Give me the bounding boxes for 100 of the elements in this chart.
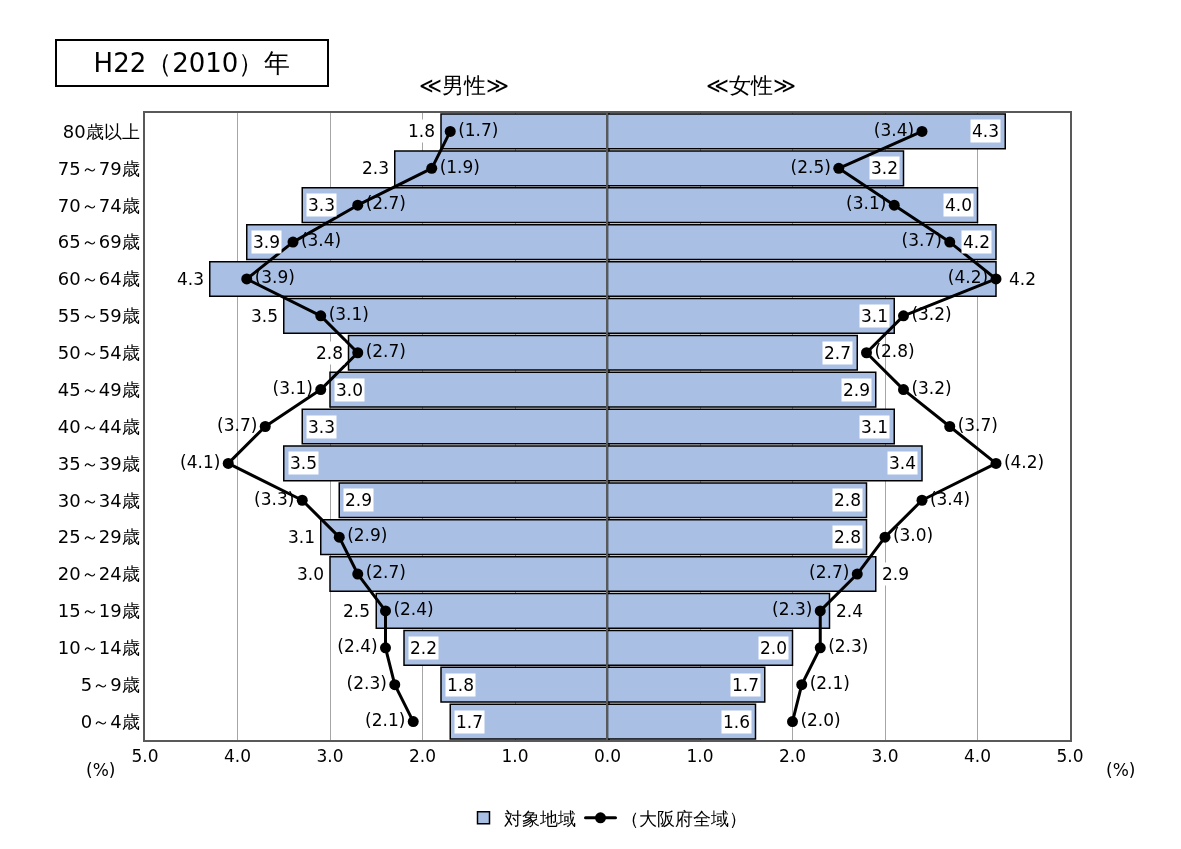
y-tick-label: 80歳以上 xyxy=(62,120,140,142)
point xyxy=(380,605,391,617)
point xyxy=(241,273,253,285)
legend-label: （大阪府全域） xyxy=(620,807,747,829)
data-label: (2.5) xyxy=(790,156,831,177)
data-label: 2.9 xyxy=(843,380,871,400)
data-label: (4.2) xyxy=(947,267,989,288)
data-label: 1.7 xyxy=(732,675,760,695)
data-label: 3.4 xyxy=(889,453,917,473)
data-label: 3.5 xyxy=(251,306,279,326)
data-label: (3.7) xyxy=(217,414,258,435)
x-tick-label: 5.0 xyxy=(1056,746,1084,767)
point xyxy=(333,531,345,543)
y-tick-label: 15～19歳 xyxy=(57,600,140,622)
data-label: (2.7) xyxy=(365,340,406,361)
y-tick-label: 45～49歳 xyxy=(57,378,140,400)
data-label: 4.3 xyxy=(177,269,205,289)
data-label: 3.1 xyxy=(861,417,889,437)
data-label: 1.8 xyxy=(447,675,475,695)
point xyxy=(352,347,364,359)
data-label: 2.4 xyxy=(836,601,864,621)
data-label: 3.3 xyxy=(308,417,336,437)
data-label: (1.7) xyxy=(458,119,499,140)
data-label: 3.5 xyxy=(290,453,318,473)
x-tick-label: 4.0 xyxy=(223,746,252,767)
x-tick-label: 2.0 xyxy=(778,746,807,767)
point xyxy=(787,716,798,728)
point xyxy=(222,457,234,469)
data-label: (1.9) xyxy=(439,156,480,177)
y-tick-label: 0～4歳 xyxy=(80,710,140,732)
data-label: 3.3 xyxy=(308,195,336,215)
point xyxy=(352,199,364,211)
data-label: (3.1) xyxy=(846,193,887,214)
data-label: (2.3) xyxy=(828,636,869,657)
y-tick-label: 70～74歳 xyxy=(57,194,140,216)
point xyxy=(990,273,1002,285)
point xyxy=(380,642,391,654)
point xyxy=(796,679,808,691)
point xyxy=(814,605,826,617)
y-tick-label: 20～24歳 xyxy=(57,563,140,585)
data-label: 2.8 xyxy=(316,343,344,363)
data-label: (2.9) xyxy=(347,525,388,546)
point xyxy=(944,236,956,248)
data-label: (2.3) xyxy=(772,599,813,620)
x-tick-label: 0.0 xyxy=(593,746,622,767)
y-tick-label: 40～44歳 xyxy=(57,415,140,437)
data-label: (3.2) xyxy=(911,377,952,398)
data-label: (2.3) xyxy=(346,672,387,693)
point xyxy=(990,457,1002,469)
y-tick-label: 50～54歳 xyxy=(57,342,140,364)
x-tick-label: 1.0 xyxy=(686,746,714,767)
data-label: 2.9 xyxy=(882,564,910,584)
data-label: (2.7) xyxy=(365,562,406,583)
data-label: (3.1) xyxy=(272,377,313,398)
data-label: (3.7) xyxy=(901,230,942,251)
data-label: (2.4) xyxy=(337,636,378,657)
point xyxy=(916,125,928,137)
point xyxy=(259,421,271,432)
x-tick-label: 2.0 xyxy=(408,746,437,767)
data-label: 3.9 xyxy=(253,232,281,252)
data-label: 3.1 xyxy=(288,527,316,547)
data-label: 2.2 xyxy=(410,638,438,658)
data-label: (2.4) xyxy=(393,599,434,620)
data-label: (3.7) xyxy=(957,414,998,435)
x-tick-label: 3.0 xyxy=(871,746,899,767)
point xyxy=(315,384,327,396)
y-tick-label: 60～64歳 xyxy=(57,268,140,290)
chart-title: ≪男性≫ xyxy=(419,73,510,98)
data-label: 3.1 xyxy=(861,306,889,326)
data-label: (3.0) xyxy=(892,525,934,546)
y-tick-label: 65～69歳 xyxy=(57,231,140,253)
data-label: 2.8 xyxy=(834,527,862,547)
y-tick-label: 25～29歳 xyxy=(57,526,140,548)
data-label: 2.5 xyxy=(343,601,371,621)
point xyxy=(861,347,872,359)
point xyxy=(944,421,956,432)
data-label: 1.7 xyxy=(456,712,484,732)
data-label: (3.9) xyxy=(254,267,295,288)
y-tick-label: 30～34歳 xyxy=(57,489,140,511)
x-tick-label: 4.0 xyxy=(963,746,992,767)
point xyxy=(407,716,419,728)
data-label: (4.2) xyxy=(1003,451,1045,472)
data-label: 2.8 xyxy=(834,490,862,510)
y-tick-label: 5～9歳 xyxy=(80,673,140,695)
data-label: 3.0 xyxy=(336,380,364,400)
data-label: 4.2 xyxy=(963,232,991,252)
y-tick-label: 75～79歳 xyxy=(57,157,140,179)
data-label: 3.0 xyxy=(297,564,325,584)
y-tick-label: 10～14歳 xyxy=(57,637,140,659)
point xyxy=(888,199,900,211)
point xyxy=(898,310,909,322)
data-label: (2.0) xyxy=(800,709,841,730)
point xyxy=(352,568,364,580)
x-tick-label: 5.0 xyxy=(131,746,159,767)
point xyxy=(389,679,401,691)
point xyxy=(444,125,456,137)
data-label: (3.4) xyxy=(873,119,915,140)
legend-label: 対象地域 xyxy=(503,807,576,829)
data-label: 3.2 xyxy=(871,158,899,178)
data-label: (2.8) xyxy=(874,340,915,361)
